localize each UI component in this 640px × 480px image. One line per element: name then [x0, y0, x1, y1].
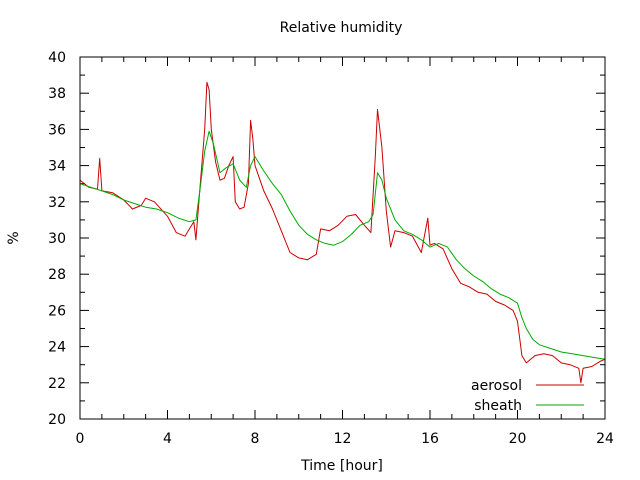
y-tick-label: 22 [48, 376, 66, 392]
legend-label-aerosol: aerosol [471, 378, 522, 394]
x-tick-label: 0 [76, 431, 85, 447]
y-tick-label: 24 [48, 340, 66, 356]
y-tick-label: 36 [48, 122, 66, 138]
series-line-sheath [79, 130, 606, 360]
x-tick-label: 20 [509, 431, 527, 447]
chart-title: Relative humidity [280, 20, 403, 36]
axis-tick-labels: 0 4 8 12 16 20 24 20 22 24 26 28 30 32 34 36 38 40 [48, 50, 614, 447]
x-axis-label: Time [hour] [300, 458, 383, 474]
y-tick-label: 34 [48, 159, 66, 175]
axis-ticks [79, 56, 606, 420]
plot-frame [79, 56, 606, 420]
x-tick-label: 12 [334, 431, 352, 447]
legend-label-sheath: sheath [474, 398, 522, 414]
y-tick-label: 38 [48, 86, 66, 102]
y-tick-label: 32 [48, 195, 66, 211]
y-tick-label: 40 [48, 50, 66, 66]
y-tick-label: 20 [48, 412, 66, 428]
y-axis-label: % [6, 231, 22, 244]
series-layer [79, 81, 606, 384]
x-tick-label: 4 [163, 431, 172, 447]
y-tick-label: 26 [48, 303, 66, 319]
y-tick-label: 28 [48, 267, 66, 283]
x-tick-label: 8 [251, 431, 260, 447]
x-tick-label: 16 [421, 431, 439, 447]
legend: aerosol sheath [471, 378, 584, 414]
x-tick-label: 24 [596, 431, 614, 447]
series-line-aerosol [79, 81, 606, 384]
y-tick-label: 30 [48, 231, 66, 247]
